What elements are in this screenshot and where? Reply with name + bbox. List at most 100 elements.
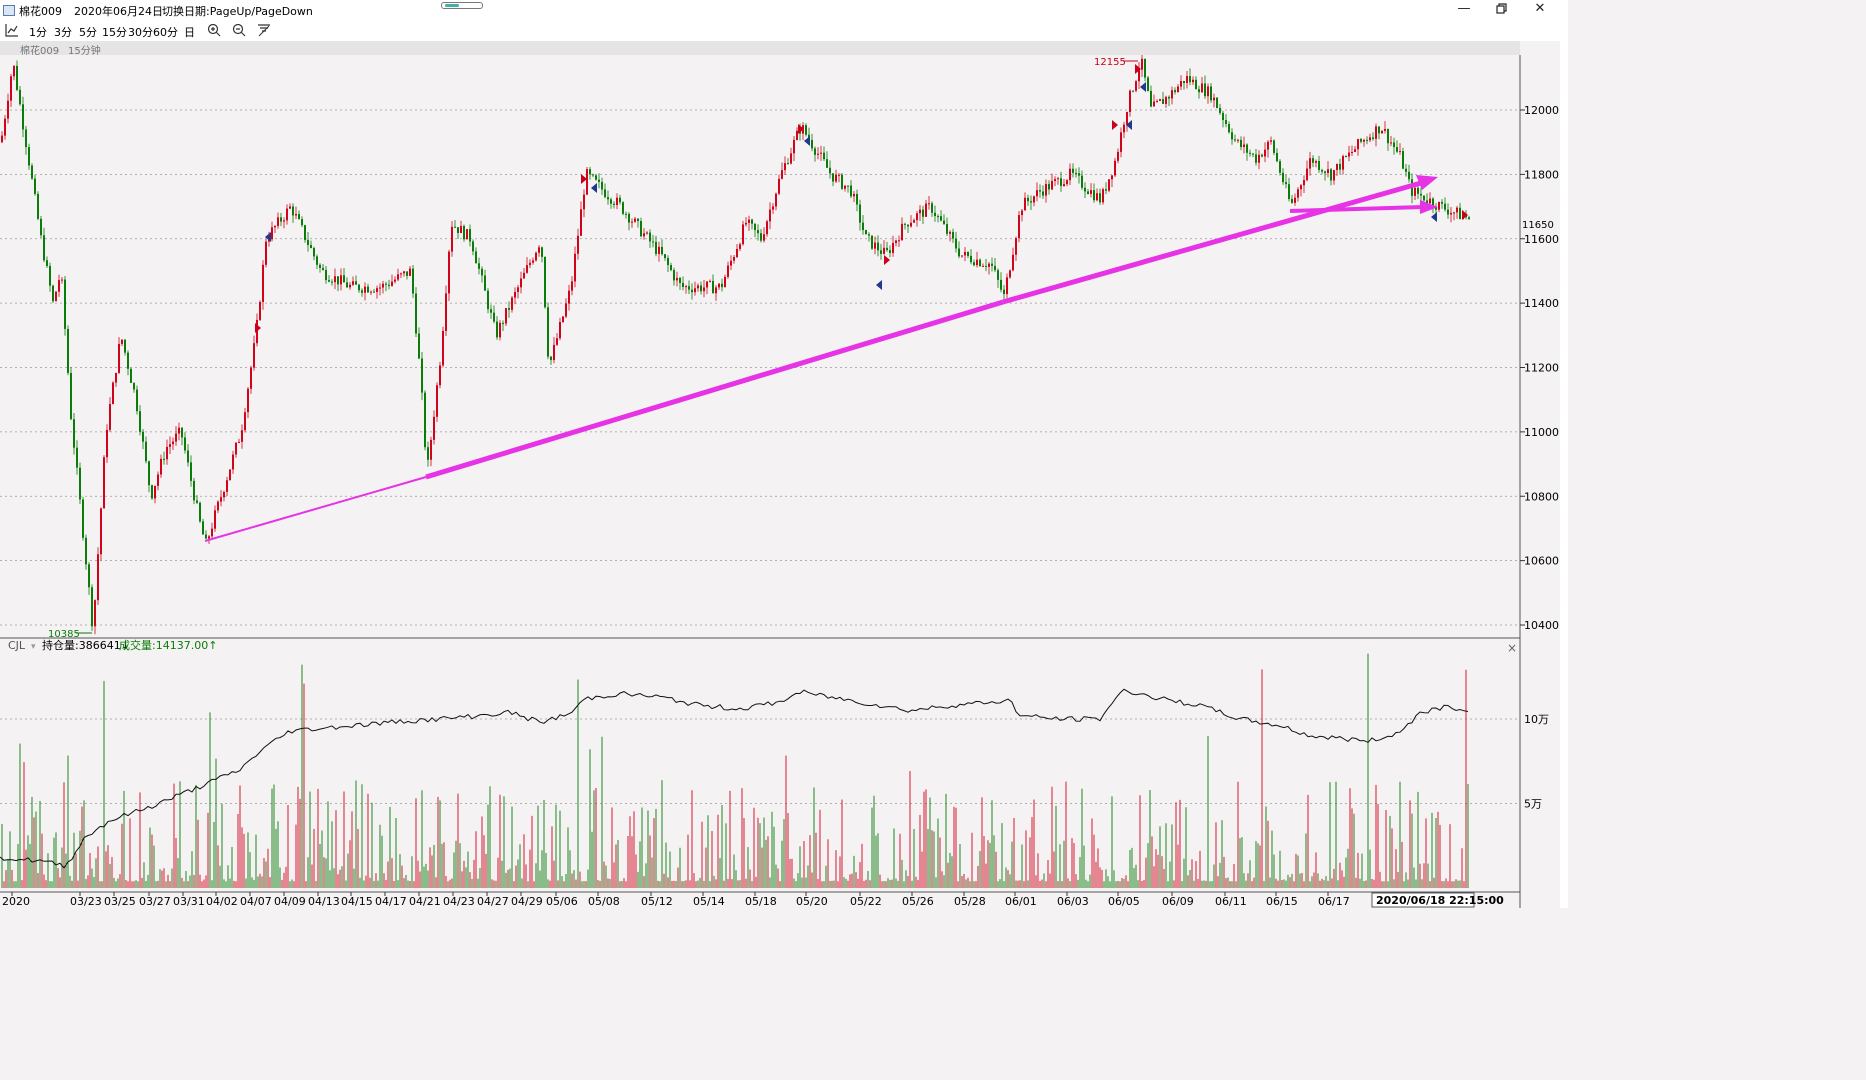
candle-body [1012, 254, 1014, 271]
candle-body [811, 139, 813, 149]
candle-body [1009, 270, 1011, 278]
candle-body [211, 528, 213, 537]
candle-body [607, 197, 609, 200]
candle-body [772, 206, 774, 210]
candle-body [49, 265, 51, 286]
candle-body [793, 139, 795, 154]
candle-body [439, 365, 441, 386]
kline-chart[interactable]: 10400 10600 10800 11000 11200 11400 11600 11800… [0, 55, 1568, 908]
candle-body [721, 283, 723, 288]
candle-body [148, 461, 150, 486]
candle-body [601, 181, 603, 190]
candle-body [1018, 215, 1020, 239]
candle-body [1033, 196, 1035, 203]
candle-body [565, 303, 567, 317]
time-tick-label: 06/05 [1108, 895, 1140, 908]
volume-tick-label: 10万 [1524, 713, 1549, 726]
indicator-dropdown-icon[interactable]: ▾ [31, 642, 36, 652]
candle-body [229, 469, 231, 481]
price-tick-label: 11400 [1524, 297, 1559, 310]
candle-body [19, 89, 21, 105]
candle-body [280, 217, 282, 222]
period-60min[interactable]: 60分 [153, 26, 178, 39]
candle-body [1444, 203, 1446, 210]
candle-body [976, 259, 978, 266]
candle-body [154, 485, 156, 499]
candle-body [1240, 139, 1242, 148]
candle-body [538, 247, 540, 253]
candle-body [1087, 191, 1089, 194]
candle-body [1447, 209, 1449, 215]
candle-body [349, 284, 351, 288]
drag-handle[interactable] [441, 2, 483, 9]
period-5min[interactable]: 5分 [79, 26, 97, 39]
candle-body [22, 104, 24, 130]
candle-body [634, 218, 636, 222]
candle-body [901, 223, 903, 241]
period-day[interactable]: 日 [184, 26, 195, 39]
candle-body [1327, 169, 1329, 174]
candle-body [1243, 144, 1245, 148]
candle-body [1078, 173, 1080, 176]
candle-body [589, 169, 591, 175]
candle-body [1069, 168, 1071, 181]
candle-body [73, 419, 75, 448]
candle-body [277, 217, 279, 227]
close-pane-icon[interactable]: × [1507, 641, 1517, 655]
time-tick-label: 06/11 [1215, 895, 1247, 908]
trendline-2[interactable] [425, 299, 1004, 480]
candle-body [889, 250, 891, 253]
candle-body [778, 178, 780, 194]
candle-body [1105, 189, 1107, 191]
candle-body [757, 230, 759, 234]
candle-body [988, 263, 990, 267]
trade-signal-marker [1135, 64, 1141, 74]
time-tick-label: 04/21 [409, 895, 441, 908]
reset-zoom-icon[interactable] [257, 23, 271, 37]
trendline-4-arrowhead [1420, 200, 1438, 214]
trendline-1[interactable] [204, 476, 427, 542]
trendline-4[interactable] [1289, 205, 1425, 213]
candle-body [781, 170, 783, 179]
line-chart-icon[interactable] [5, 23, 19, 37]
candle-body [997, 270, 999, 280]
candle-body [1177, 86, 1179, 93]
candle-body [850, 185, 852, 197]
close-icon[interactable]: ✕ [1534, 1, 1546, 16]
candle-body [292, 206, 294, 216]
candle-body [838, 174, 840, 176]
candle-body [697, 285, 699, 289]
candle-body [892, 242, 894, 253]
trendline-3[interactable] [1002, 178, 1429, 305]
time-tick-label: 04/13 [308, 895, 340, 908]
candle-body [670, 265, 672, 271]
candle-body [787, 163, 789, 165]
indicator-name[interactable]: CJL [8, 639, 26, 652]
candle-body [682, 282, 684, 287]
price-grid [0, 109, 1520, 626]
candle-body [943, 220, 945, 224]
period-1min[interactable]: 1分 [29, 26, 47, 39]
candle-body [1138, 69, 1140, 82]
minimize-icon[interactable]: — [1457, 1, 1471, 16]
candle-body [1036, 190, 1038, 197]
candle-body [412, 268, 414, 294]
zoom-in-icon[interactable] [207, 23, 221, 37]
period-30min[interactable]: 30分 [128, 26, 153, 39]
period-15min[interactable]: 15分 [102, 26, 127, 39]
candle-body [1342, 156, 1344, 170]
restore-icon[interactable] [1485, 0, 1519, 18]
candle-body [400, 273, 402, 275]
zoom-out-icon[interactable] [232, 23, 246, 37]
trade-signal-marker [1431, 212, 1437, 222]
candle-body [1048, 183, 1050, 190]
volume-axis: 5万 10万 [1524, 713, 1549, 811]
time-tick-label: 06/03 [1057, 895, 1089, 908]
candle-body [1288, 184, 1290, 199]
candle-body [304, 225, 306, 240]
candle-body [604, 189, 606, 198]
period-3min[interactable]: 3分 [54, 26, 72, 39]
candle-body [1195, 79, 1197, 90]
time-tick-label: 05/06 [546, 895, 578, 908]
candle-body [1153, 101, 1155, 107]
